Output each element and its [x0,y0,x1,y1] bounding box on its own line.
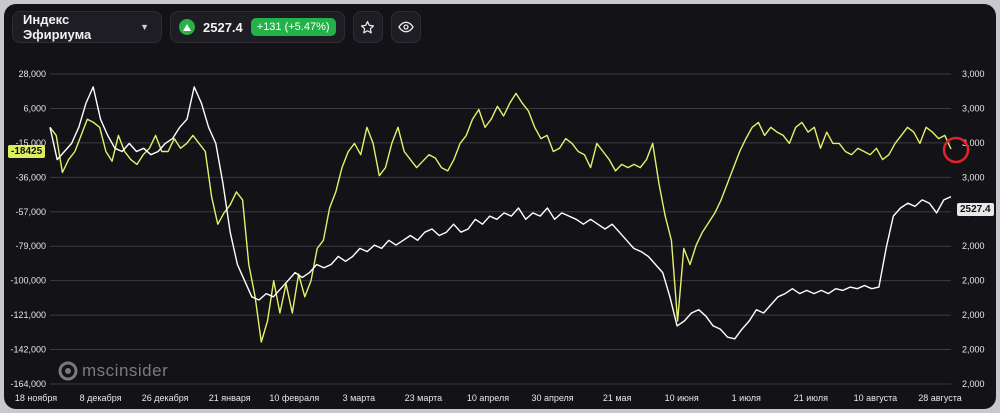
left-tick-label: -57,000 [15,207,46,217]
right-tick-label: 3,000 [962,69,985,79]
left-tick-label: -121,000 [10,310,46,320]
right-tick-label: 3,000 [962,172,985,182]
series-line-1 [49,86,952,340]
x-tick-label: 18 ноября [15,393,57,403]
x-tick-label: 30 апреля [531,393,573,403]
watermark-logo: mscinsider [58,361,168,381]
chart-frame: Индекс Эфириума ▼ 2527.4 +131 (+5.47%) 2… [4,4,996,409]
chevron-down-icon: ▼ [140,22,149,32]
x-tick-label: 8 декабря [80,393,122,403]
x-tick-label: 21 мая [603,393,632,403]
right-tick-label: 3,000 [962,103,985,113]
price-change-badge: +131 (+5.47%) [250,18,336,36]
mscinsider-logo-icon [58,361,78,381]
x-tick-label: 3 марта [343,393,376,403]
left-tick-label: 28,000 [18,69,46,79]
left-tick-label: -100,000 [10,276,46,286]
header-bar: Индекс Эфириума ▼ 2527.4 +131 (+5.47%) [12,10,421,44]
symbol-selector[interactable]: Индекс Эфириума ▼ [12,11,162,43]
right-tick-label: 3,000 [962,138,985,148]
left-tick-label: -79,000 [15,241,46,251]
right-tick-label: 2,000 [962,276,985,286]
x-tick-label: 1 июля [732,393,761,403]
x-tick-label: 10 августа [854,393,898,403]
highlight-marker-circle [942,136,970,164]
x-tick-label: 10 апреля [467,393,509,403]
symbol-title: Индекс Эфириума [23,12,92,42]
watermark-text: mscinsider [82,361,169,380]
current-price: 2527.4 [203,19,243,35]
favorite-button[interactable] [352,11,383,43]
left-tick-label: -36,000 [15,172,46,182]
x-tick-label: 26 декабря [142,393,189,403]
right-last-value-tag: 2527.4 [957,203,994,216]
left-tick-label: -15,000 [15,138,46,148]
visibility-button[interactable] [390,11,421,43]
price-box: 2527.4 +131 (+5.47%) [170,11,345,43]
right-tick-label: 2,000 [962,310,985,320]
right-tick-label: 2,000 [962,345,985,355]
left-tick-label: -164,000 [10,379,46,389]
x-tick-label: 10 февраля [269,393,319,403]
x-tick-label: 21 января [209,393,251,403]
left-tick-label: 6,000 [23,103,46,113]
star-icon [360,20,375,33]
x-tick-label: 28 августа [918,393,962,403]
line-chart: 28,000 3,000 6,000 3,000 -15,000 3,000 -36,000… [10,69,985,403]
arrow-up-icon [179,19,195,35]
right-tick-label: 2,000 [962,379,985,389]
left-tick-label: -142,000 [10,345,46,355]
x-tick-label: 23 марта [405,393,443,403]
left-last-value-tag: -18425 [8,145,46,158]
eye-icon [397,21,414,33]
series-line-0 [49,92,952,343]
right-tick-label: 2,000 [962,241,985,251]
x-tick-label: 21 июля [794,393,828,403]
x-tick-label: 10 июня [665,393,699,403]
